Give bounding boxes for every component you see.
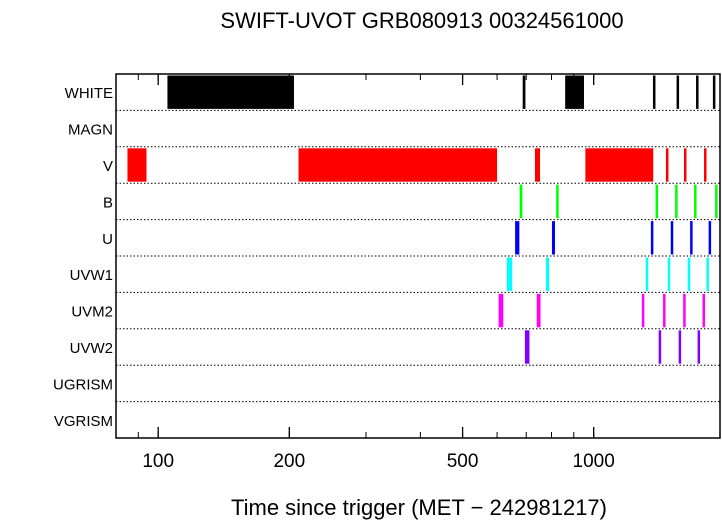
exposure-bar-uvw2-2: [678, 330, 682, 364]
exposure-bar-v-2: [534, 148, 541, 182]
exposure-bar-uvw1-0: [506, 257, 513, 291]
row-label-vgrism: VGRISM: [54, 413, 113, 430]
exposure-bar-uvw1-3: [667, 257, 671, 291]
exposure-bar-uvm2-3: [663, 293, 666, 328]
chart-title: SWIFT-UVOT GRB080913 00324561000: [220, 8, 623, 33]
row-label-uvw2: UVW2: [70, 340, 113, 357]
x-tick-label: 1000: [573, 451, 615, 472]
exposure-bar-white-6: [712, 75, 716, 109]
exposure-bar-uvw1-4: [687, 257, 691, 291]
exposure-bar-v-0: [127, 148, 147, 182]
exposure-bar-b-2: [655, 184, 659, 219]
exposure-bar-uvw2-1: [658, 330, 662, 364]
row-label-white: WHITE: [65, 85, 113, 102]
exposure-bar-uvm2-2: [641, 293, 645, 328]
exposure-bar-b-1: [556, 184, 559, 219]
exposure-bar-uvm2-5: [702, 293, 706, 328]
exposure-bar-b-0: [519, 184, 523, 219]
exposure-bar-white-3: [652, 75, 656, 109]
exposure-bar-white-1: [522, 75, 526, 109]
plot-frame: [115, 73, 721, 439]
exposure-bar-v-1: [298, 148, 498, 182]
row-label-uvm2: UVM2: [71, 304, 113, 321]
exposure-bar-white-5: [696, 75, 699, 109]
exposure-bar-v-3: [585, 148, 654, 182]
exposure-bar-white-0: [167, 75, 294, 109]
exposure-bar-uvm2-4: [683, 293, 686, 328]
row-label-b: B: [103, 194, 113, 211]
exposure-bar-b-3: [675, 184, 678, 219]
exposure-bar-uvw1-1: [545, 257, 550, 291]
exposure-bars: [127, 75, 718, 364]
exposure-bar-b-5: [715, 184, 718, 219]
exposure-bar-u-5: [708, 221, 712, 255]
exposure-bar-u-3: [670, 221, 674, 255]
x-tick-label: 100: [142, 451, 174, 472]
exposure-bar-u-2: [650, 221, 654, 255]
x-tick-label: 200: [273, 451, 305, 472]
exposure-bar-v-6: [704, 148, 707, 182]
x-tick-label: 500: [447, 451, 479, 472]
row-separators: [116, 109, 720, 403]
exposure-bar-u-4: [690, 221, 693, 255]
row-labels: WHITE MAGN V B U UVW1 UVM2 UVW2 UGRISM VGRISM: [53, 85, 113, 430]
row-label-uvw1: UVW1: [70, 267, 113, 284]
exposure-bar-uvm2-0: [498, 293, 504, 328]
exposure-bar-uvm2-1: [536, 293, 541, 328]
exposure-bar-white-4: [676, 75, 680, 109]
exposure-bar-uvw2-3: [697, 330, 701, 364]
exposure-bar-uvw1-5: [706, 257, 709, 291]
exposure-bar-b-4: [694, 184, 697, 219]
row-label-ugrism: UGRISM: [53, 376, 113, 393]
exposure-bar-u-0: [515, 221, 520, 255]
exposure-bar-v-5: [683, 148, 687, 182]
row-label-u: U: [102, 231, 113, 248]
exposure-bar-white-2: [565, 75, 584, 109]
x-axis-ticks: 100 200 500 1000: [115, 74, 615, 472]
row-label-magn: MAGN: [68, 122, 113, 139]
exposure-bar-uvw2-0: [524, 330, 530, 364]
x-axis-label: Time since trigger (MET − 242981217): [231, 495, 607, 520]
exposure-bar-v-4: [665, 148, 669, 182]
exposure-bar-uvw1-2: [645, 257, 649, 291]
exposure-bar-u-1: [551, 221, 556, 255]
row-label-v: V: [103, 158, 113, 175]
